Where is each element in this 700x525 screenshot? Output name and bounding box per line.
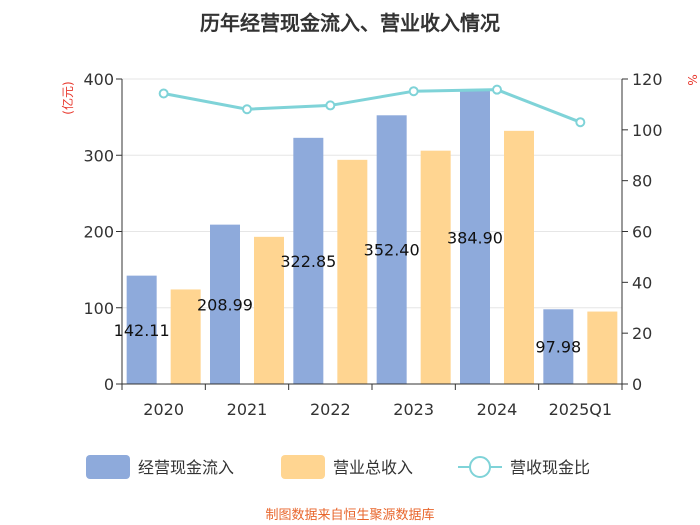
- legend[interactable]: 经营现金流入 营业总收入 营收现金比: [86, 455, 590, 479]
- x-axis-tick-label: 2020: [143, 400, 184, 419]
- bar-cash-inflow: [460, 90, 490, 385]
- bar-total-revenue: [170, 289, 201, 384]
- axes: 0 100 200 300 400 0 20 40 60 80 100 120 2020 2021 2022…: [83, 70, 662, 419]
- x-axis-tick-label: 2024: [477, 400, 518, 419]
- ratio-line: [163, 88, 581, 124]
- left-axis-unit: (亿元): [60, 81, 75, 114]
- left-axis-tick-label: 100: [83, 299, 114, 318]
- left-axis-tick-label: 400: [83, 70, 114, 89]
- bar-data-label: 97.98: [535, 338, 581, 357]
- right-axis-tick-label: 80: [632, 172, 652, 191]
- legend-label-ratio[interactable]: 营收现金比: [510, 458, 590, 477]
- right-axis-tick-label: 120: [632, 70, 663, 89]
- gridlines: [122, 78, 622, 309]
- bar-total-revenue: [337, 159, 368, 384]
- bar-data-label: 322.85: [280, 252, 336, 271]
- legend-swatch-cash-inflow[interactable]: [86, 455, 130, 479]
- legend-label-cash-inflow[interactable]: 经营现金流入: [138, 458, 234, 477]
- left-axis-tick-label: 300: [83, 146, 114, 165]
- bar-total-revenue: [504, 130, 534, 384]
- bar-cash-inflow: [293, 137, 324, 384]
- right-axis-tick-label: 40: [632, 273, 652, 292]
- legend-swatch-ratio-marker[interactable]: [469, 456, 491, 478]
- bar-total-revenue: [420, 150, 451, 384]
- right-axis-tick-label: 0: [632, 375, 642, 394]
- right-axis-tick-label: 60: [632, 223, 652, 242]
- bar-cash-inflow: [210, 224, 240, 384]
- legend-label-total-revenue[interactable]: 营业总收入: [333, 458, 413, 477]
- bar-data-label: 208.99: [197, 295, 253, 314]
- bar-data-label: 142.11: [114, 321, 170, 340]
- bar-data-label: 384.90: [447, 228, 503, 247]
- bar-group: [126, 90, 618, 385]
- bar-data-label: 352.40: [364, 241, 420, 260]
- x-axis-tick-label: 2021: [227, 400, 268, 419]
- bar-cash-inflow: [376, 115, 407, 385]
- bar-total-revenue: [587, 311, 618, 384]
- ratio-point: [575, 117, 586, 128]
- bar-cash-inflow: [543, 309, 574, 384]
- chart-title: 历年经营现金流入、营业收入情况: [200, 11, 500, 35]
- ratio-point: [325, 100, 336, 111]
- x-axis-tick-label: 2023: [393, 400, 434, 419]
- ratio-point: [408, 86, 419, 97]
- ratio-point: [242, 104, 252, 115]
- right-axis-tick-label: 100: [632, 121, 663, 140]
- bar-total-revenue: [254, 236, 284, 384]
- right-axis-unit: %: [685, 74, 699, 85]
- ratio-point: [158, 88, 169, 99]
- x-axis-tick-label: 2025Q1: [549, 400, 613, 419]
- ratio-point: [492, 84, 502, 95]
- source-note: 制图数据来自恒生聚源数据库: [265, 507, 434, 523]
- x-axis-tick-label: 2022: [310, 400, 351, 419]
- left-axis-tick-label: 200: [83, 223, 114, 242]
- data-labels: 142.11 208.99 322.85 352.40 384.90 97.98: [114, 228, 582, 356]
- line-series: [158, 84, 586, 128]
- right-axis-tick-label: 20: [632, 324, 652, 343]
- bar-cash-inflow: [126, 275, 157, 384]
- legend-swatch-total-revenue[interactable]: [281, 455, 325, 479]
- left-axis-tick-label: 0: [104, 375, 114, 394]
